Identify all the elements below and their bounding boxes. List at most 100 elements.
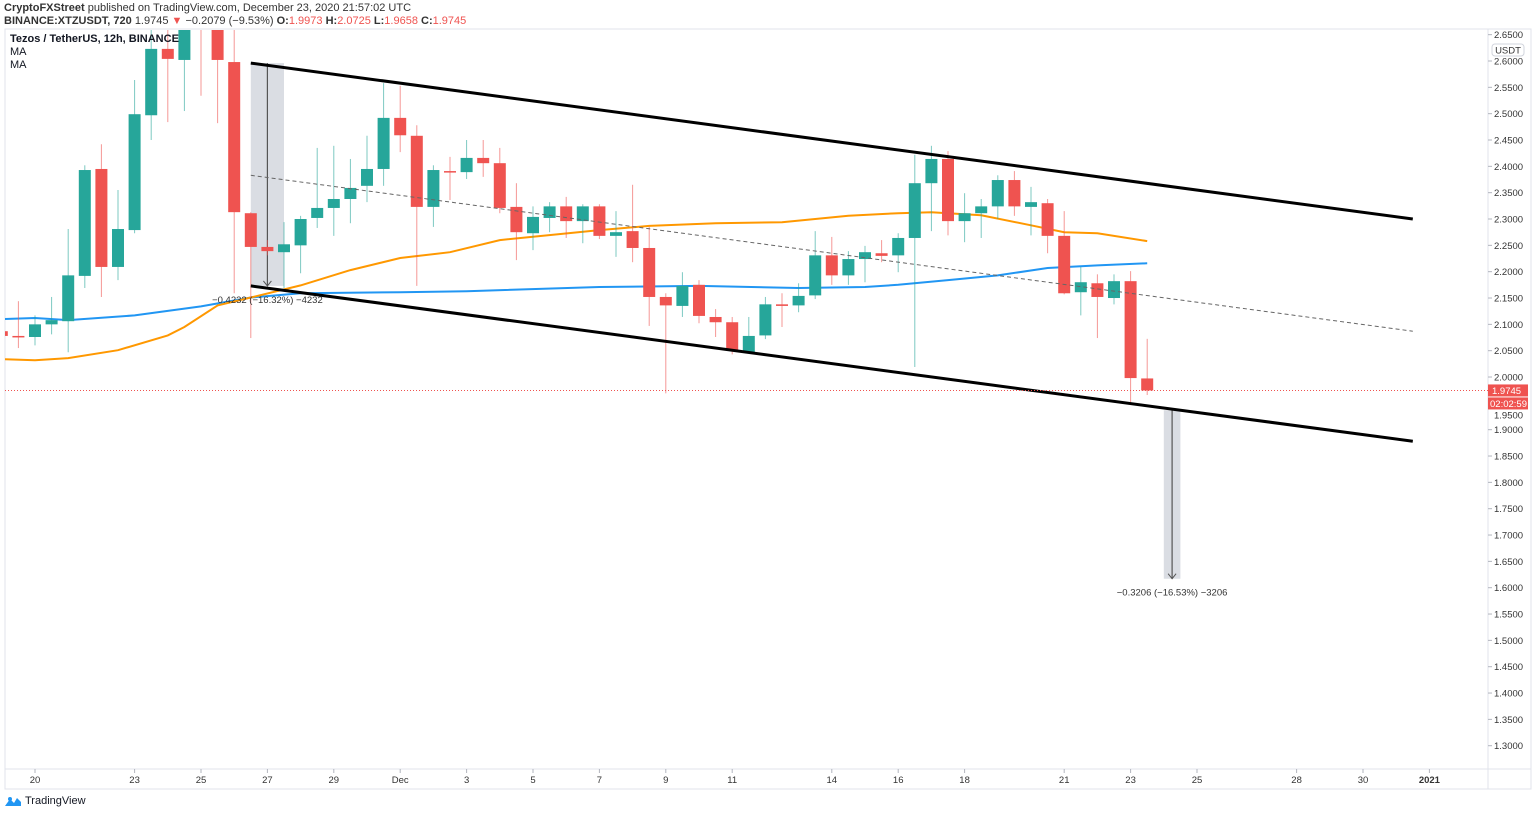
candles	[5, 8, 1154, 403]
price-tick-label: 2.6000	[1494, 57, 1523, 68]
last-price-badge: 1.9745 02:02:59	[1488, 384, 1528, 410]
candle-body	[975, 206, 988, 214]
time-tick-label: 14	[827, 775, 838, 786]
candle-up	[576, 204, 589, 244]
footer: TradingView	[4, 795, 86, 807]
legend-ma-2[interactable]: MA	[10, 59, 27, 71]
candle-up	[958, 193, 971, 243]
price-tick-label: 2.3000	[1494, 215, 1523, 226]
candle-body	[593, 206, 606, 236]
candle-down	[493, 147, 506, 214]
publish-info: CryptoFXStreet published on TradingView.…	[4, 2, 411, 15]
candle-body	[294, 219, 307, 246]
price-tick-label: 1.4000	[1494, 689, 1523, 700]
measure-label: −0.4232 (−16.32%) −4232	[212, 295, 323, 306]
candle-body	[527, 216, 539, 234]
candle-body	[228, 62, 241, 213]
last-price: 1.9745	[134, 15, 169, 27]
chart-legend: Tezos / TetherUS, 12h, BINANCE MA MA	[10, 33, 179, 72]
candle-down	[244, 212, 257, 339]
price-tick-label: 1.5000	[1494, 636, 1523, 647]
time-tick-label: 18	[959, 775, 970, 786]
open-label: O:	[276, 15, 289, 27]
candle-down	[709, 309, 722, 337]
candle-body	[45, 320, 58, 325]
candle-up	[361, 135, 373, 203]
candle-body	[95, 168, 108, 267]
time-tick-label: 23	[129, 775, 140, 786]
candle-down	[261, 240, 274, 256]
candle-up	[527, 206, 539, 251]
candle-body	[842, 259, 855, 276]
candle-body	[759, 304, 772, 336]
time-tick-label: 28	[1291, 775, 1302, 786]
candle-body	[1124, 281, 1137, 379]
candle-body	[12, 335, 25, 338]
price-tick-label: 2.3500	[1494, 188, 1523, 199]
candle-down	[1008, 171, 1021, 216]
candle-down	[410, 125, 423, 286]
candle-down	[875, 240, 888, 263]
symbol: BINANCE:XTZUSDT, 720	[4, 15, 132, 27]
currency-badge[interactable]: USDT	[1491, 43, 1525, 57]
candle-body	[610, 232, 622, 236]
candle-body	[576, 206, 589, 222]
candle-up	[759, 296, 772, 340]
candle-up	[925, 145, 938, 232]
price-tick-label: 1.6000	[1494, 583, 1523, 594]
candle-down	[211, 30, 224, 124]
channel-lower-line	[250, 284, 1413, 443]
candle-body	[244, 213, 257, 247]
candle-body	[493, 163, 506, 208]
candle-body	[195, 8, 207, 24]
candle-body	[29, 324, 41, 337]
candle-up	[29, 315, 41, 346]
candle-up	[908, 154, 921, 368]
price-tick-label: 1.4500	[1494, 662, 1523, 673]
candle-up	[278, 222, 290, 289]
candle-down	[1058, 211, 1071, 295]
channel-upper-line	[250, 61, 1413, 221]
countdown-label: 02:02:59	[1490, 399, 1527, 410]
candle-body	[477, 157, 490, 164]
time-tick-label: 27	[262, 775, 273, 786]
price-tick-label: 2.5500	[1494, 83, 1523, 94]
candle-up	[78, 165, 91, 289]
candle-body	[626, 231, 639, 248]
candle-body	[726, 322, 739, 351]
low-value: 1.9658	[384, 15, 418, 27]
candle-body	[261, 246, 274, 252]
candle-up	[1108, 274, 1120, 305]
price-tick-label: 1.5500	[1494, 610, 1523, 621]
symbol-info: BINANCE:XTZUSDT, 720 1.9745 ▼ −0.2079 (−…	[4, 15, 466, 28]
candle-body	[178, 30, 191, 60]
time-tick-label: 7	[597, 775, 602, 786]
candle-up	[427, 165, 440, 227]
candle-down	[228, 30, 241, 294]
time-tick-label: 3	[464, 775, 469, 786]
candle-down	[477, 140, 490, 177]
brand-name: TradingView	[25, 795, 86, 807]
time-axis[interactable]: 20 23 25 27 29 Dec 3 5 7 9 11 14 16 18 21 23 25 28 30 2021	[30, 769, 1441, 786]
candle-up	[460, 140, 473, 179]
candle-body	[859, 252, 871, 260]
price-axis[interactable]: 2.6500 2.6000 2.5500 2.5000 2.4500 2.4000 2.35…	[1488, 30, 1523, 752]
chart-frame	[4, 28, 1532, 790]
candle-up	[991, 175, 1004, 220]
candle-down	[5, 331, 8, 336]
legend-ma-1[interactable]: MA	[10, 46, 27, 58]
countdown-box	[1488, 397, 1528, 410]
close-value: 1.9745	[432, 15, 467, 27]
price-tick-label: 1.6500	[1494, 557, 1523, 568]
time-tick-label: 5	[530, 775, 535, 786]
candle-body	[394, 117, 407, 136]
candle-body	[1025, 202, 1037, 207]
time-tick-label: Dec	[392, 775, 409, 786]
chart-pane[interactable]	[0, 0, 1488, 580]
candle-body	[908, 183, 921, 238]
candle-down	[1141, 338, 1154, 396]
candle-body	[643, 247, 656, 297]
candle-body	[659, 296, 672, 306]
candle-body	[145, 48, 158, 116]
